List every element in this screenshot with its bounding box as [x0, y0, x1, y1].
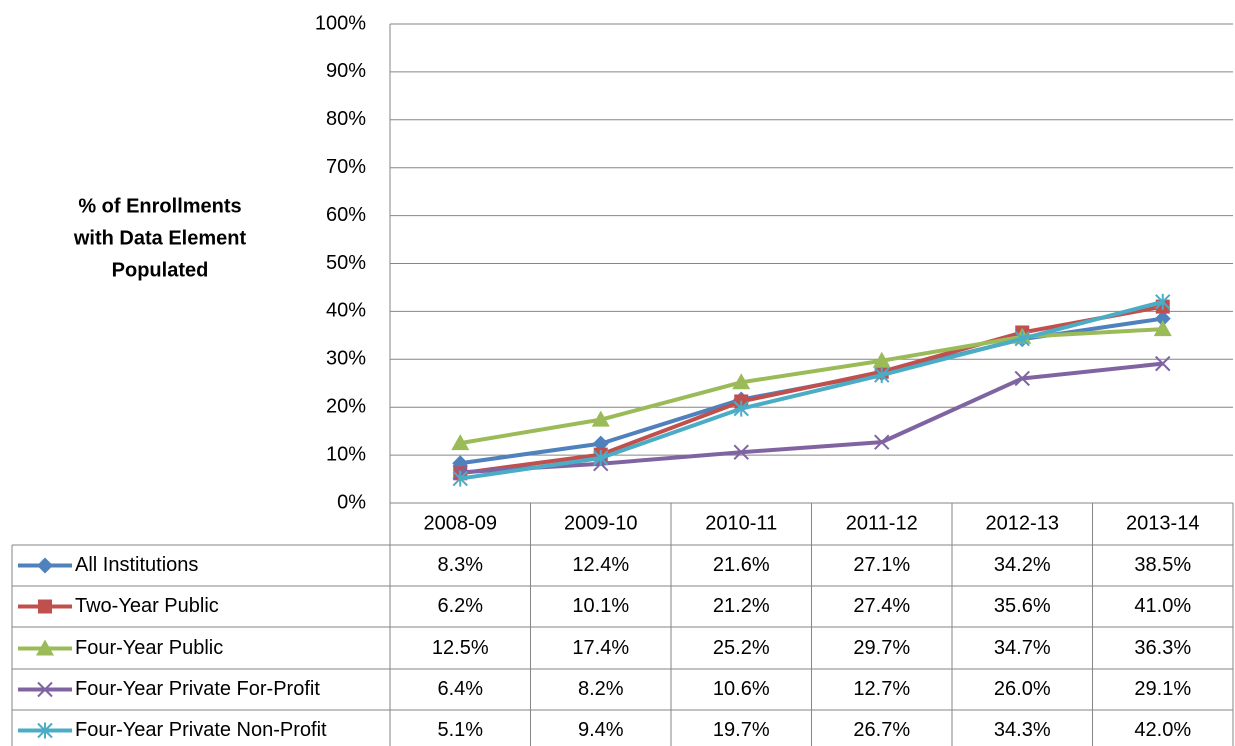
marker — [592, 435, 609, 452]
marker — [37, 681, 53, 698]
marker — [37, 557, 53, 574]
marker — [1155, 293, 1171, 310]
table-cell: 27.4% — [853, 595, 910, 617]
marker — [452, 470, 468, 487]
table-cell: 21.2% — [713, 595, 770, 617]
table-cell: 29.7% — [853, 637, 910, 659]
table-cell: 10.6% — [713, 678, 770, 700]
table-cell: 34.2% — [994, 554, 1051, 576]
marker — [733, 444, 749, 460]
x-tick-label: 2010-11 — [705, 512, 777, 534]
x-tick-label: 2009-10 — [564, 512, 637, 534]
marker — [732, 373, 751, 390]
marker — [1014, 370, 1030, 387]
table-cell: 8.3% — [437, 554, 483, 576]
y-tick-label: 30% — [326, 348, 366, 370]
y-tick-label: 100% — [315, 12, 366, 34]
y-tick-label: 60% — [326, 204, 366, 226]
marker — [593, 449, 609, 466]
table-cell: 26.7% — [853, 719, 910, 741]
y-tick-label: 70% — [326, 156, 366, 178]
marker — [37, 722, 53, 739]
legend-label: Four-Year Private For-Profit — [75, 678, 320, 700]
table-cell: 5.1% — [437, 719, 483, 741]
marker — [38, 599, 52, 614]
y-tick-label: 40% — [326, 300, 366, 322]
table-cell: 42.0% — [1134, 719, 1191, 741]
legend-label: All Institutions — [75, 554, 198, 576]
table-cell: 8.2% — [578, 678, 624, 700]
table-cell: 34.7% — [994, 637, 1051, 659]
table-cell: 41.0% — [1134, 595, 1191, 617]
table-cell: 12.5% — [432, 637, 489, 659]
series-line — [459, 299, 1164, 481]
marker — [36, 639, 54, 656]
table-cell: 21.6% — [713, 554, 770, 576]
y-axis-label: % of Enrollments — [78, 195, 241, 217]
y-tick-label: 20% — [326, 395, 366, 417]
table-cell: 29.1% — [1134, 678, 1191, 700]
table-cell: 25.2% — [713, 637, 770, 659]
marker — [874, 367, 890, 384]
legend-label: Two-Year Public — [75, 595, 219, 617]
y-tick-label: 10% — [326, 443, 366, 465]
legend-label: Four-Year Public — [75, 637, 223, 659]
table-cell: 17.4% — [572, 637, 629, 659]
marker — [591, 410, 610, 427]
marker — [1154, 310, 1171, 327]
table-cell: 35.6% — [994, 595, 1051, 617]
table-cell: 12.7% — [853, 678, 910, 700]
x-tick-label: 2011-12 — [846, 512, 918, 534]
marker — [1155, 355, 1171, 372]
marker — [874, 434, 890, 450]
series-line — [459, 327, 1163, 446]
marker — [1014, 330, 1030, 347]
marker — [451, 434, 470, 451]
legend-label: Four-Year Private Non-Profit — [75, 719, 327, 741]
series-line — [460, 361, 1163, 475]
y-axis-label: with Data Element — [73, 227, 247, 249]
table-cell: 27.1% — [853, 554, 910, 576]
table-cell: 6.2% — [437, 595, 483, 617]
table-cell: 12.4% — [572, 554, 629, 576]
y-tick-label: 0% — [337, 491, 366, 513]
marker — [872, 351, 891, 368]
y-tick-label: 50% — [326, 252, 366, 274]
table-cell: 38.5% — [1134, 554, 1191, 576]
table-cell: 34.3% — [994, 719, 1051, 741]
y-tick-label: 90% — [326, 60, 366, 82]
series-line — [459, 304, 1164, 476]
marker — [733, 400, 749, 417]
x-tick-label: 2008-09 — [424, 512, 497, 534]
table-cell: 6.4% — [437, 678, 483, 700]
marker — [1153, 320, 1172, 337]
y-axis-label: Populated — [112, 259, 209, 281]
x-tick-label: 2012-13 — [986, 512, 1059, 534]
table-cell: 36.3% — [1134, 637, 1191, 659]
x-tick-label: 2013-14 — [1126, 512, 1199, 534]
table-cell: 19.7% — [713, 719, 770, 741]
table-cell: 9.4% — [578, 719, 624, 741]
table-cell: 26.0% — [994, 678, 1051, 700]
table-cell: 10.1% — [572, 595, 629, 617]
y-tick-label: 80% — [326, 108, 366, 130]
